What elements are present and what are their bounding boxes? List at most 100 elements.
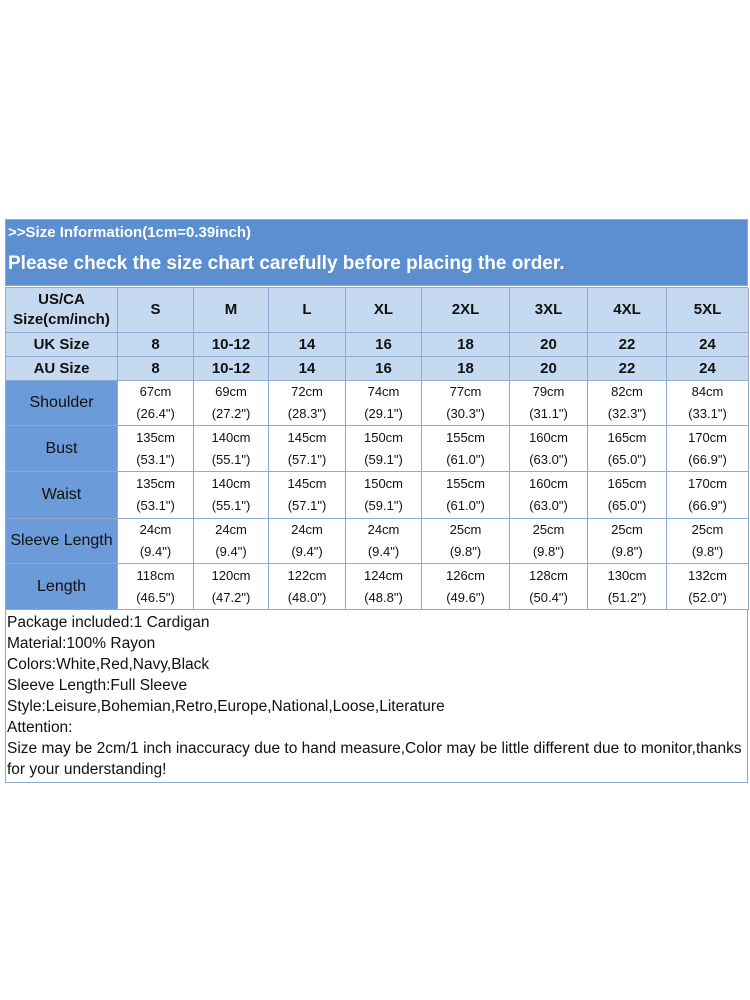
inch-value: (65.0") bbox=[607, 498, 647, 513]
row-label: Shoulder bbox=[6, 381, 118, 426]
inch-value: (50.4") bbox=[529, 589, 568, 605]
inch-value: (59.1") bbox=[364, 451, 403, 467]
measure-cell: 135cm (53.1") bbox=[118, 426, 194, 472]
inch-value: (31.1") bbox=[529, 406, 568, 421]
measure-cell: 118cm (46.5") bbox=[118, 564, 194, 610]
cm-value: 24cm bbox=[291, 522, 323, 537]
cm-value: 140cm bbox=[211, 429, 251, 445]
size-cell: 22 bbox=[588, 357, 667, 381]
size-cell: 14 bbox=[269, 357, 346, 381]
inch-value: (53.1") bbox=[136, 451, 175, 467]
row-label: Bust bbox=[6, 426, 118, 472]
measure-cell: 160cm (63.0") bbox=[510, 426, 588, 472]
cm-value: 25cm bbox=[691, 522, 724, 537]
cm-value: 122cm bbox=[287, 567, 327, 583]
cm-value: 72cm bbox=[291, 384, 323, 399]
inch-value: (53.1") bbox=[136, 498, 175, 513]
measure-cell: 155cm (61.0") bbox=[422, 472, 510, 519]
header-cell: 4XL bbox=[588, 288, 667, 333]
note-line: Size may be 2cm/1 inch inaccuracy due to… bbox=[7, 740, 742, 778]
row-label: Length bbox=[6, 564, 118, 610]
inch-value: (49.6") bbox=[446, 589, 485, 605]
header-cell: M bbox=[194, 288, 269, 333]
cm-value: 25cm bbox=[449, 522, 482, 537]
measure-cell: 67cm (26.4") bbox=[118, 381, 194, 426]
cm-value: 170cm bbox=[687, 476, 728, 491]
size-cell: 10-12 bbox=[194, 333, 269, 357]
inch-value: (9.4") bbox=[291, 544, 323, 559]
inch-value: (9.8") bbox=[691, 544, 724, 559]
cm-value: 170cm bbox=[687, 429, 728, 445]
cm-value: 82cm bbox=[611, 384, 643, 399]
measure-cell: 25cm (9.8") bbox=[422, 519, 510, 564]
cm-value: 25cm bbox=[532, 522, 565, 537]
cm-value: 128cm bbox=[528, 567, 569, 583]
size-cell: 8 bbox=[118, 333, 194, 357]
measure-cell: 155cm (61.0") bbox=[422, 426, 510, 472]
cm-value: 24cm bbox=[367, 522, 400, 537]
inch-value: (9.8") bbox=[449, 544, 482, 559]
cm-value: 140cm bbox=[211, 476, 251, 491]
note-line: Colors:White,Red,Navy,Black bbox=[7, 656, 210, 673]
size-cell: 16 bbox=[346, 333, 422, 357]
header-line1: >>Size Information(1cm=0.39inch) bbox=[8, 224, 251, 241]
measure-cell: 120cm (47.2") bbox=[194, 564, 269, 610]
measure-cell: 170cm (66.9") bbox=[667, 426, 749, 472]
inch-value: (28.3") bbox=[287, 406, 327, 421]
inch-value: (63.0") bbox=[529, 498, 568, 513]
inch-value: (9.4") bbox=[139, 544, 172, 559]
cm-value: 118cm bbox=[136, 567, 175, 583]
header-cell: L bbox=[269, 288, 346, 333]
inch-value: (59.1") bbox=[364, 498, 403, 513]
inch-value: (52.0") bbox=[688, 589, 727, 605]
measure-cell: 145cm (57.1") bbox=[269, 472, 346, 519]
cm-value: 132cm bbox=[687, 567, 728, 583]
size-cell: 10-12 bbox=[194, 357, 269, 381]
measure-cell: 150cm (59.1") bbox=[346, 472, 422, 519]
cm-value: 155cm bbox=[445, 476, 486, 491]
size-cell: 18 bbox=[422, 357, 510, 381]
cm-value: 126cm bbox=[445, 567, 486, 583]
measure-cell: 165cm (65.0") bbox=[588, 472, 667, 519]
size-cell: 24 bbox=[667, 333, 749, 357]
measure-cell: 25cm (9.8") bbox=[510, 519, 588, 564]
cm-value: 150cm bbox=[363, 429, 404, 445]
measure-cell: 132cm (52.0") bbox=[667, 564, 749, 610]
inch-value: (51.2") bbox=[607, 589, 647, 605]
measure-cell: 72cm (28.3") bbox=[269, 381, 346, 426]
size-cell: 22 bbox=[588, 333, 667, 357]
inch-value: (57.1") bbox=[287, 498, 327, 513]
cm-value: 130cm bbox=[607, 567, 647, 583]
inch-value: (9.4") bbox=[215, 544, 247, 559]
measure-cell: 130cm (51.2") bbox=[588, 564, 667, 610]
measure-cell: 140cm (55.1") bbox=[194, 472, 269, 519]
measure-cell: 79cm (31.1") bbox=[510, 381, 588, 426]
inch-value: (26.4") bbox=[136, 406, 175, 421]
row-label: Waist bbox=[6, 472, 118, 519]
size-cell: 24 bbox=[667, 357, 749, 381]
measure-cell: 150cm (59.1") bbox=[346, 426, 422, 472]
inch-value: (27.2") bbox=[211, 406, 251, 421]
measure-cell: 25cm (9.8") bbox=[588, 519, 667, 564]
cm-value: 69cm bbox=[215, 384, 247, 399]
measure-cell: 145cm (57.1") bbox=[269, 426, 346, 472]
row-label: Sleeve Length bbox=[6, 519, 118, 564]
inch-value: (65.0") bbox=[607, 451, 647, 467]
note-line: Package included:1 Cardigan bbox=[7, 614, 210, 631]
note-line: Material:100% Rayon bbox=[7, 635, 156, 652]
measure-cell: 24cm (9.4") bbox=[118, 519, 194, 564]
cm-value: 120cm bbox=[211, 567, 251, 583]
cm-value: 79cm bbox=[532, 384, 565, 399]
cm-value: 145cm bbox=[287, 429, 327, 445]
measure-cell: 84cm (33.1") bbox=[667, 381, 749, 426]
inch-value: (48.8") bbox=[364, 589, 403, 605]
row-label: UK Size bbox=[6, 333, 118, 357]
cm-value: 74cm bbox=[367, 384, 400, 399]
cm-value: 84cm bbox=[691, 384, 724, 399]
measure-cell: 165cm (65.0") bbox=[588, 426, 667, 472]
cm-value: 160cm bbox=[528, 429, 569, 445]
measure-cell: 69cm (27.2") bbox=[194, 381, 269, 426]
note-line: Attention: bbox=[7, 719, 73, 736]
note-line: Sleeve Length:Full Sleeve bbox=[7, 677, 188, 694]
